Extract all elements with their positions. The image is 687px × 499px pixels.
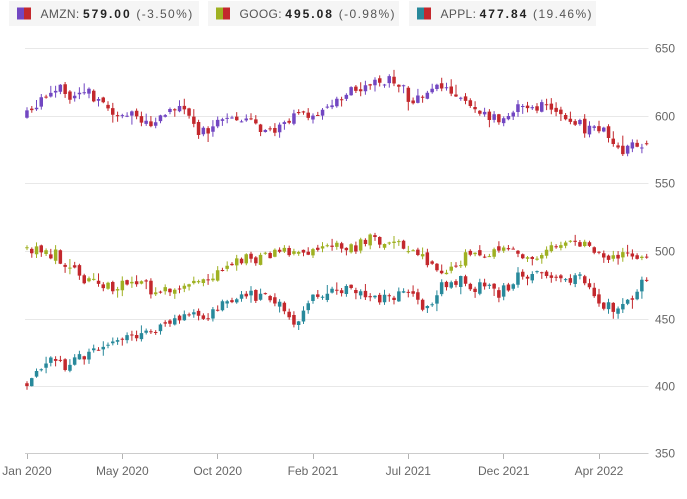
svg-text:Apr 2022: Apr 2022: [575, 464, 624, 478]
svg-text:450: 450: [655, 313, 675, 327]
svg-text:550: 550: [655, 177, 675, 191]
svg-text:600: 600: [655, 110, 675, 124]
svg-text:500: 500: [655, 245, 675, 259]
svg-text:APPL: 477.84 (19.46%): APPL: 477.84 (19.46%): [441, 7, 593, 21]
svg-text:GOOG: 495.08 (-0.98%): GOOG: 495.08 (-0.98%): [240, 7, 396, 21]
svg-text:400: 400: [655, 380, 675, 394]
svg-text:May 2020: May 2020: [96, 464, 149, 478]
svg-text:Feb 2021: Feb 2021: [288, 464, 339, 478]
svg-text:350: 350: [655, 447, 675, 461]
svg-text:Oct 2020: Oct 2020: [193, 464, 242, 478]
svg-text:AMZN: 579.00 (-3.50%): AMZN: 579.00 (-3.50%): [41, 7, 194, 21]
svg-text:Dec 2021: Dec 2021: [478, 464, 530, 478]
svg-text:650: 650: [655, 42, 675, 56]
svg-text:Jul 2021: Jul 2021: [386, 464, 432, 478]
svg-text:Jan 2020: Jan 2020: [2, 464, 52, 478]
